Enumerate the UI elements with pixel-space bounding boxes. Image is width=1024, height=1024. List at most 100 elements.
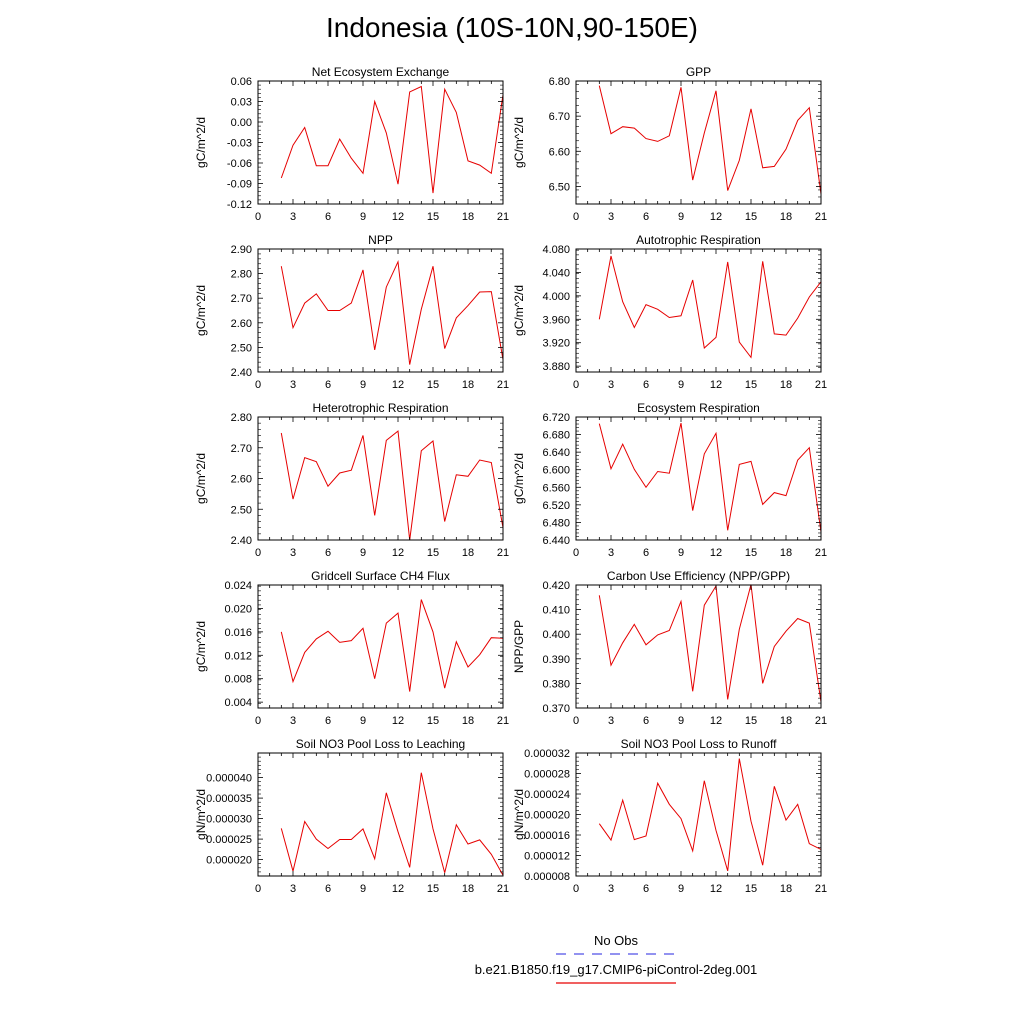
y-tick-label: 0.380: [542, 678, 570, 690]
x-tick-label: 21: [815, 547, 827, 559]
series-line: [280, 599, 504, 692]
x-tick-label: 21: [497, 379, 509, 391]
x-tick-label: 21: [815, 883, 827, 895]
chart-panel-10: Soil NO3 Pool Loss to Runoff gN/m^2/d 0 3 6 9…: [512, 737, 827, 895]
y-tick-label: 0.370: [542, 703, 570, 715]
chart-panel-4: Autotrophic Respiration gC/m^2/d 0 3 6 9 12 15 1…: [512, 233, 827, 391]
x-tick-label: 12: [710, 379, 722, 391]
x-tick-label: 0: [573, 883, 579, 895]
x-tick-label: 18: [462, 883, 474, 895]
y-tick-label: 3.880: [542, 361, 570, 373]
x-tick-label: 21: [497, 883, 509, 895]
x-tick-label: 6: [325, 883, 331, 895]
y-tick-label: 6.480: [542, 517, 570, 529]
y-tick-label: 0.000030: [206, 814, 252, 826]
y-tick-label: 0.008: [224, 674, 252, 686]
x-tick-label: 12: [392, 883, 404, 895]
x-tick-label: 3: [290, 883, 296, 895]
plot-frame: [575, 416, 822, 541]
x-tick-label: 21: [815, 211, 827, 223]
x-tick-label: 15: [427, 883, 439, 895]
y-tick-label: 4.000: [542, 291, 570, 303]
y-tick-label: 6.600: [542, 465, 570, 477]
series-line: [280, 772, 504, 876]
x-tick-label: 3: [290, 715, 296, 727]
x-tick-label: 6: [643, 883, 649, 895]
y-tick-label: 6.70: [549, 111, 570, 123]
y-tick-label: -0.03: [227, 138, 252, 150]
panel-title: NPP: [368, 233, 393, 247]
chart-panel-5: Heterotrophic Respiration gC/m^2/d 0 3 6 9 12 1…: [194, 401, 509, 559]
series-line: [280, 430, 504, 541]
y-tick-label: 2.80: [231, 412, 252, 424]
x-tick-label: 6: [325, 715, 331, 727]
y-tick-label: 4.040: [542, 267, 570, 279]
x-tick-label: 3: [290, 379, 296, 391]
y-tick-label: 0.000012: [524, 851, 570, 863]
y-tick-label: 2.80: [231, 269, 252, 281]
y-tick-label: 4.080: [542, 244, 570, 256]
x-tick-label: 15: [745, 715, 757, 727]
panel-title: Heterotrophic Respiration: [312, 401, 448, 415]
series-line: [598, 255, 822, 359]
x-tick-label: 12: [710, 715, 722, 727]
panel-title: Ecosystem Respiration: [637, 401, 760, 415]
x-tick-label: 6: [325, 379, 331, 391]
x-tick-label: 0: [573, 379, 579, 391]
x-tick-label: 18: [780, 883, 792, 895]
x-tick-label: 12: [392, 547, 404, 559]
plot-frame: [257, 248, 504, 373]
y-axis-label: NPP/GPP: [512, 620, 526, 673]
legend-obs-line: [556, 953, 676, 955]
x-tick-label: 6: [643, 547, 649, 559]
x-tick-label: 0: [573, 547, 579, 559]
chart-panel-3: NPP gC/m^2/d 0 3 6 9 12 15 18 21 2.40 2.50 2.60 2.70 2…: [194, 233, 509, 391]
series-line: [598, 584, 822, 702]
x-tick-label: 9: [360, 547, 366, 559]
chart-panel-9: Soil NO3 Pool Loss to Leaching gN/m^2/d 0 3…: [194, 737, 509, 895]
y-tick-label: 6.520: [542, 500, 570, 512]
x-tick-label: 6: [643, 715, 649, 727]
x-tick-label: 0: [255, 715, 261, 727]
y-tick-label: 0.000035: [206, 793, 252, 805]
chart-panel-6: Ecosystem Respiration gC/m^2/d 0 3 6 9 12 15 18 2…: [512, 401, 827, 559]
chart-panel-8: Carbon Use Efficiency (NPP/GPP) NPP/GPP 0 3…: [512, 569, 827, 727]
y-tick-label: 2.40: [231, 535, 252, 547]
y-tick-label: 0.03: [231, 97, 252, 109]
y-tick-label: 0.410: [542, 605, 570, 617]
y-tick-label: 2.50: [231, 342, 252, 354]
y-tick-label: 0.012: [224, 650, 252, 662]
legend-obs-label: No Obs: [593, 933, 639, 948]
x-tick-label: 15: [745, 883, 757, 895]
x-tick-label: 0: [573, 715, 579, 727]
y-tick-label: 6.720: [542, 412, 570, 424]
y-tick-label: 3.960: [542, 314, 570, 326]
x-tick-label: 6: [325, 547, 331, 559]
figure-title: Indonesia (10S-10N,90-150E): [325, 12, 698, 43]
x-tick-label: 9: [678, 715, 684, 727]
x-tick-label: 12: [710, 883, 722, 895]
y-axis-label: gN/m^2/d: [512, 789, 526, 840]
panel-title: Soil NO3 Pool Loss to Leaching: [296, 737, 465, 751]
x-tick-label: 18: [780, 211, 792, 223]
x-tick-label: 18: [462, 547, 474, 559]
y-axis-label: gC/m^2/d: [512, 285, 526, 336]
x-tick-label: 0: [255, 883, 261, 895]
series-line: [280, 259, 504, 365]
x-tick-label: 3: [608, 379, 614, 391]
y-tick-label: 0.000032: [524, 748, 570, 760]
x-tick-label: 21: [497, 547, 509, 559]
x-tick-label: 9: [678, 547, 684, 559]
y-tick-label: 0.000008: [524, 871, 570, 883]
panel-title: Soil NO3 Pool Loss to Runoff: [621, 737, 778, 751]
x-tick-label: 9: [360, 715, 366, 727]
plot-frame: [575, 752, 822, 877]
y-tick-label: 0.00: [231, 117, 252, 129]
y-tick-label: 2.50: [231, 504, 252, 516]
y-tick-label: -0.12: [227, 199, 252, 211]
x-tick-label: 15: [427, 715, 439, 727]
y-tick-label: 0.016: [224, 627, 252, 639]
x-tick-label: 0: [573, 211, 579, 223]
x-tick-label: 6: [643, 211, 649, 223]
y-axis-label: gC/m^2/d: [512, 117, 526, 168]
